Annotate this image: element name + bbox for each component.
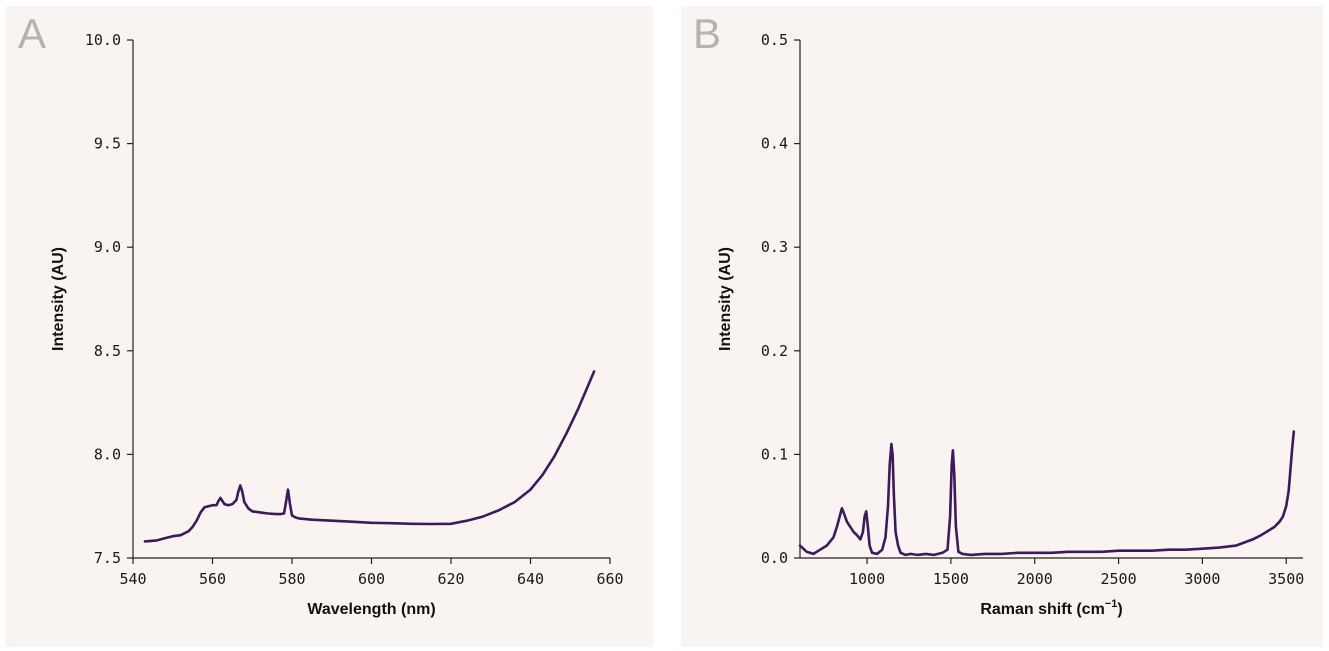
y-tick-label: 0.2 [761,342,788,360]
x-tick-label: 3500 [1268,570,1304,588]
y-tick-label: 0.3 [761,238,788,256]
x-axis-title-close: ) [1117,601,1122,618]
y-tick-label: 0.5 [761,31,788,49]
x-axis-title: Raman shift (cm−1) [980,598,1122,618]
x-tick-label: 540 [119,570,146,588]
x-tick-label: 560 [199,570,226,588]
spectrum-series-line [143,370,596,543]
x-tick-label: 640 [517,570,544,588]
y-axis-title: Intensity (AU) [50,247,67,351]
chart-panel-b: B 0.0 0.1 0.2 0.3 0.4 0.5 1000 1500 2000 2500 3000… [681,6,1323,647]
y-tick-label: 0.0 [761,549,788,567]
spectrum-chart-b: 0.0 0.1 0.2 0.3 0.4 0.5 1000 1500 2000 2500 3000 35… [717,31,1304,618]
panel-label-b: B [693,10,722,57]
x-tick-label: 1500 [933,570,969,588]
spectrum-series-line [798,430,1296,557]
y-tick-label: 0.1 [761,445,788,463]
x-axis-title: Wavelength (nm) [307,601,435,618]
y-tick-label: 9.0 [94,238,121,256]
y-tick-label: 8.5 [94,342,121,360]
x-tick-label: 660 [596,570,623,588]
y-tick-label: 9.5 [94,135,121,153]
x-tick-label: 620 [437,570,464,588]
panel-label-a: A [18,10,47,57]
x-tick-label: 600 [358,570,385,588]
x-tick-label: 1000 [849,570,885,588]
x-tick-label: 2000 [1017,570,1053,588]
x-tick-label: 3000 [1184,570,1220,588]
y-axis-title: Intensity (AU) [717,247,734,351]
chart-panel-a: A 7.5 8.0 8.5 9.0 9.5 10.0 540 560 580 600 620 640 6… [6,6,653,647]
y-tick-label: 8.0 [94,445,121,463]
y-tick-label: 10.0 [85,31,121,49]
y-tick-label: 7.5 [94,549,121,567]
x-tick-label: 2500 [1101,570,1137,588]
x-tick-label: 580 [278,570,305,588]
x-axis-title-superscript: −1 [1105,598,1118,610]
spectrum-chart-a: 7.5 8.0 8.5 9.0 9.5 10.0 540 560 580 600 620 640 660… [50,31,624,618]
x-axis-title-text: Raman shift (cm [980,601,1104,618]
y-tick-label: 0.4 [761,135,788,153]
x-axis-title-text: Wavelength (nm) [307,601,435,618]
